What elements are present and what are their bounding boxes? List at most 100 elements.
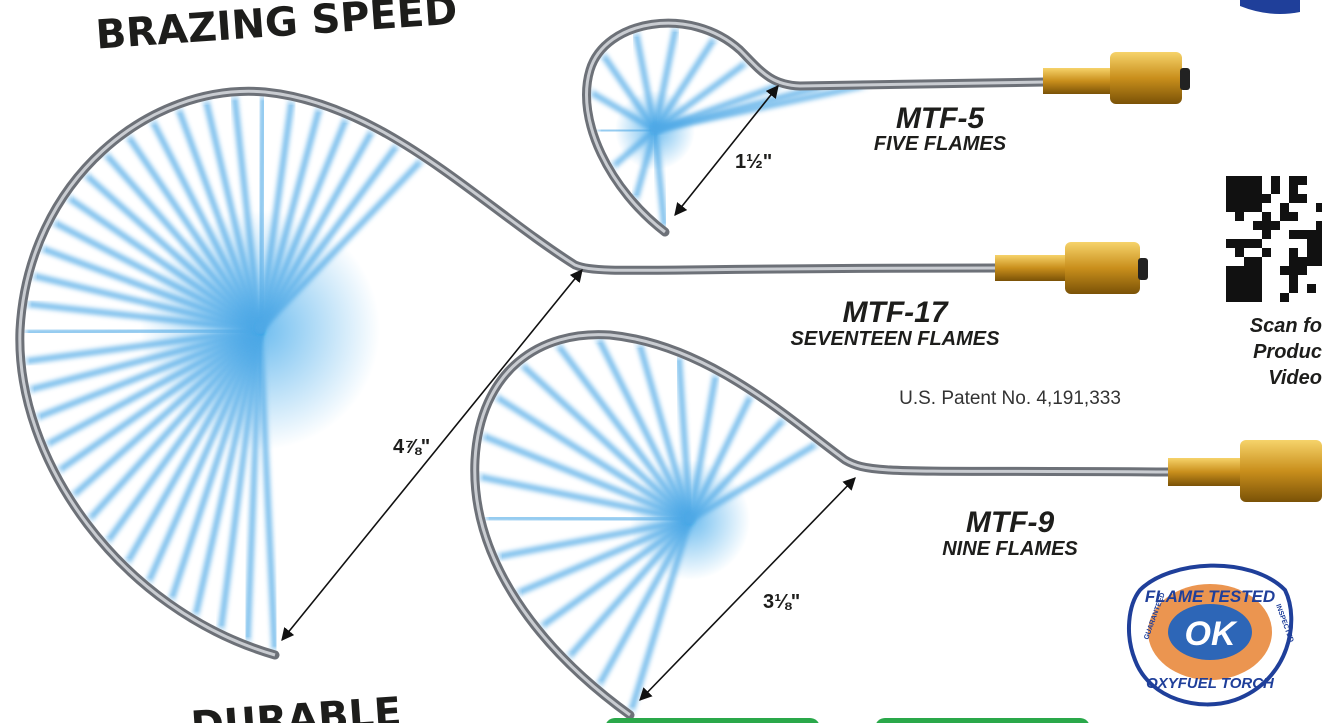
qr-module xyxy=(1253,194,1262,203)
qr-module xyxy=(1253,257,1262,266)
model-name: MTF-17 xyxy=(843,296,949,329)
qr-module xyxy=(1307,248,1316,257)
green-tab xyxy=(605,718,820,723)
qr-module xyxy=(1262,230,1271,239)
qr-module xyxy=(1226,293,1235,302)
qr-module xyxy=(1226,239,1235,248)
qr-module xyxy=(1262,212,1271,221)
qr-module xyxy=(1235,212,1244,221)
qr-module xyxy=(1244,284,1253,293)
qr-caption: Video xyxy=(1268,367,1322,389)
qr-module xyxy=(1289,257,1298,266)
qr-code xyxy=(1225,175,1322,302)
flame-count: FIVE FLAMES xyxy=(874,133,1007,155)
qr-module xyxy=(1289,212,1298,221)
qr-module xyxy=(1244,239,1253,248)
qr-module xyxy=(1253,293,1262,302)
qr-module xyxy=(1253,176,1262,185)
qr-module xyxy=(1280,293,1289,302)
qr-module xyxy=(1235,194,1244,203)
qr-module xyxy=(1253,239,1262,248)
qr-module xyxy=(1235,275,1244,284)
qr-module xyxy=(1253,266,1262,275)
qr-module xyxy=(1316,203,1322,212)
qr-module xyxy=(1226,185,1235,194)
qr-module xyxy=(1262,221,1271,230)
qr-module xyxy=(1298,176,1307,185)
qr-module xyxy=(1235,293,1244,302)
dimension-label: 4⅞" xyxy=(393,436,430,458)
qr-module xyxy=(1235,248,1244,257)
qr-module xyxy=(1244,176,1253,185)
model-name: MTF-9 xyxy=(966,506,1055,539)
brass-fitting xyxy=(995,255,1065,281)
qr-caption: Scan fo xyxy=(1250,315,1322,337)
qr-module xyxy=(1253,221,1262,230)
seal xyxy=(1180,68,1190,90)
qr-module xyxy=(1307,284,1316,293)
qr-module xyxy=(1226,176,1235,185)
qr-module xyxy=(1298,230,1307,239)
qr-module xyxy=(1226,194,1235,203)
green-tab xyxy=(875,718,1090,723)
qr-module xyxy=(1298,194,1307,203)
qr-module xyxy=(1289,230,1298,239)
qr-module xyxy=(1226,266,1235,275)
dimension-label: 1½" xyxy=(735,151,772,173)
qr-module xyxy=(1244,257,1253,266)
qr-caption: Produc xyxy=(1253,341,1322,363)
qr-module xyxy=(1244,275,1253,284)
qr-module xyxy=(1307,239,1316,248)
brass-nut xyxy=(1110,52,1182,104)
qr-module xyxy=(1307,230,1316,239)
qr-module xyxy=(1289,266,1298,275)
product-ad: BRAZING SPEED DURABLE 1½" 4⅞" 3⅛" MTF-5 … xyxy=(0,0,1322,723)
patent: U.S. Patent No. 4,191,333 xyxy=(899,388,1121,409)
qr-module xyxy=(1298,266,1307,275)
qr-module xyxy=(1235,185,1244,194)
qr-module xyxy=(1262,248,1271,257)
qr-module xyxy=(1253,284,1262,293)
qr-module xyxy=(1307,257,1316,266)
dimension-label: 3⅛" xyxy=(763,591,800,613)
qr-module xyxy=(1316,230,1322,239)
qr-module xyxy=(1244,203,1253,212)
seal xyxy=(1138,258,1148,280)
qr-module xyxy=(1280,212,1289,221)
flame-ray xyxy=(480,518,690,520)
qr-module xyxy=(1226,275,1235,284)
brass-nut xyxy=(1065,242,1140,294)
qr-module xyxy=(1316,239,1322,248)
qr-module xyxy=(1235,266,1244,275)
brass-fitting xyxy=(1168,458,1243,486)
model-name: MTF-5 xyxy=(896,102,986,135)
badge: FLAME TESTED OK OXYFUEL TORCH GUARANTEED… xyxy=(1129,566,1294,705)
qr-module xyxy=(1271,185,1280,194)
qr-module xyxy=(1235,239,1244,248)
buttons xyxy=(605,718,1090,723)
qr-module xyxy=(1235,176,1244,185)
badge-center: OK xyxy=(1185,615,1238,653)
qr-module xyxy=(1298,257,1307,266)
qr-module xyxy=(1244,194,1253,203)
qr-module xyxy=(1289,284,1298,293)
qr-module xyxy=(1253,275,1262,284)
flame-ray xyxy=(592,130,655,131)
qr-module xyxy=(1289,194,1298,203)
corner-shape xyxy=(1240,0,1300,14)
qr-module xyxy=(1271,221,1280,230)
qr-module xyxy=(1244,266,1253,275)
headline-top: BRAZING SPEED xyxy=(94,0,459,59)
qr-module xyxy=(1244,293,1253,302)
brass-nut xyxy=(1240,440,1322,502)
qr-module xyxy=(1289,275,1298,284)
qr-module xyxy=(1226,284,1235,293)
qr-module xyxy=(1235,203,1244,212)
badge-bottom: OXYFUEL TORCH xyxy=(1146,675,1275,692)
qr-module xyxy=(1235,284,1244,293)
qr-module xyxy=(1262,194,1271,203)
qr-module xyxy=(1316,257,1322,266)
flame-ray xyxy=(20,330,260,333)
qr-module xyxy=(1244,185,1253,194)
qr-module xyxy=(1289,185,1298,194)
